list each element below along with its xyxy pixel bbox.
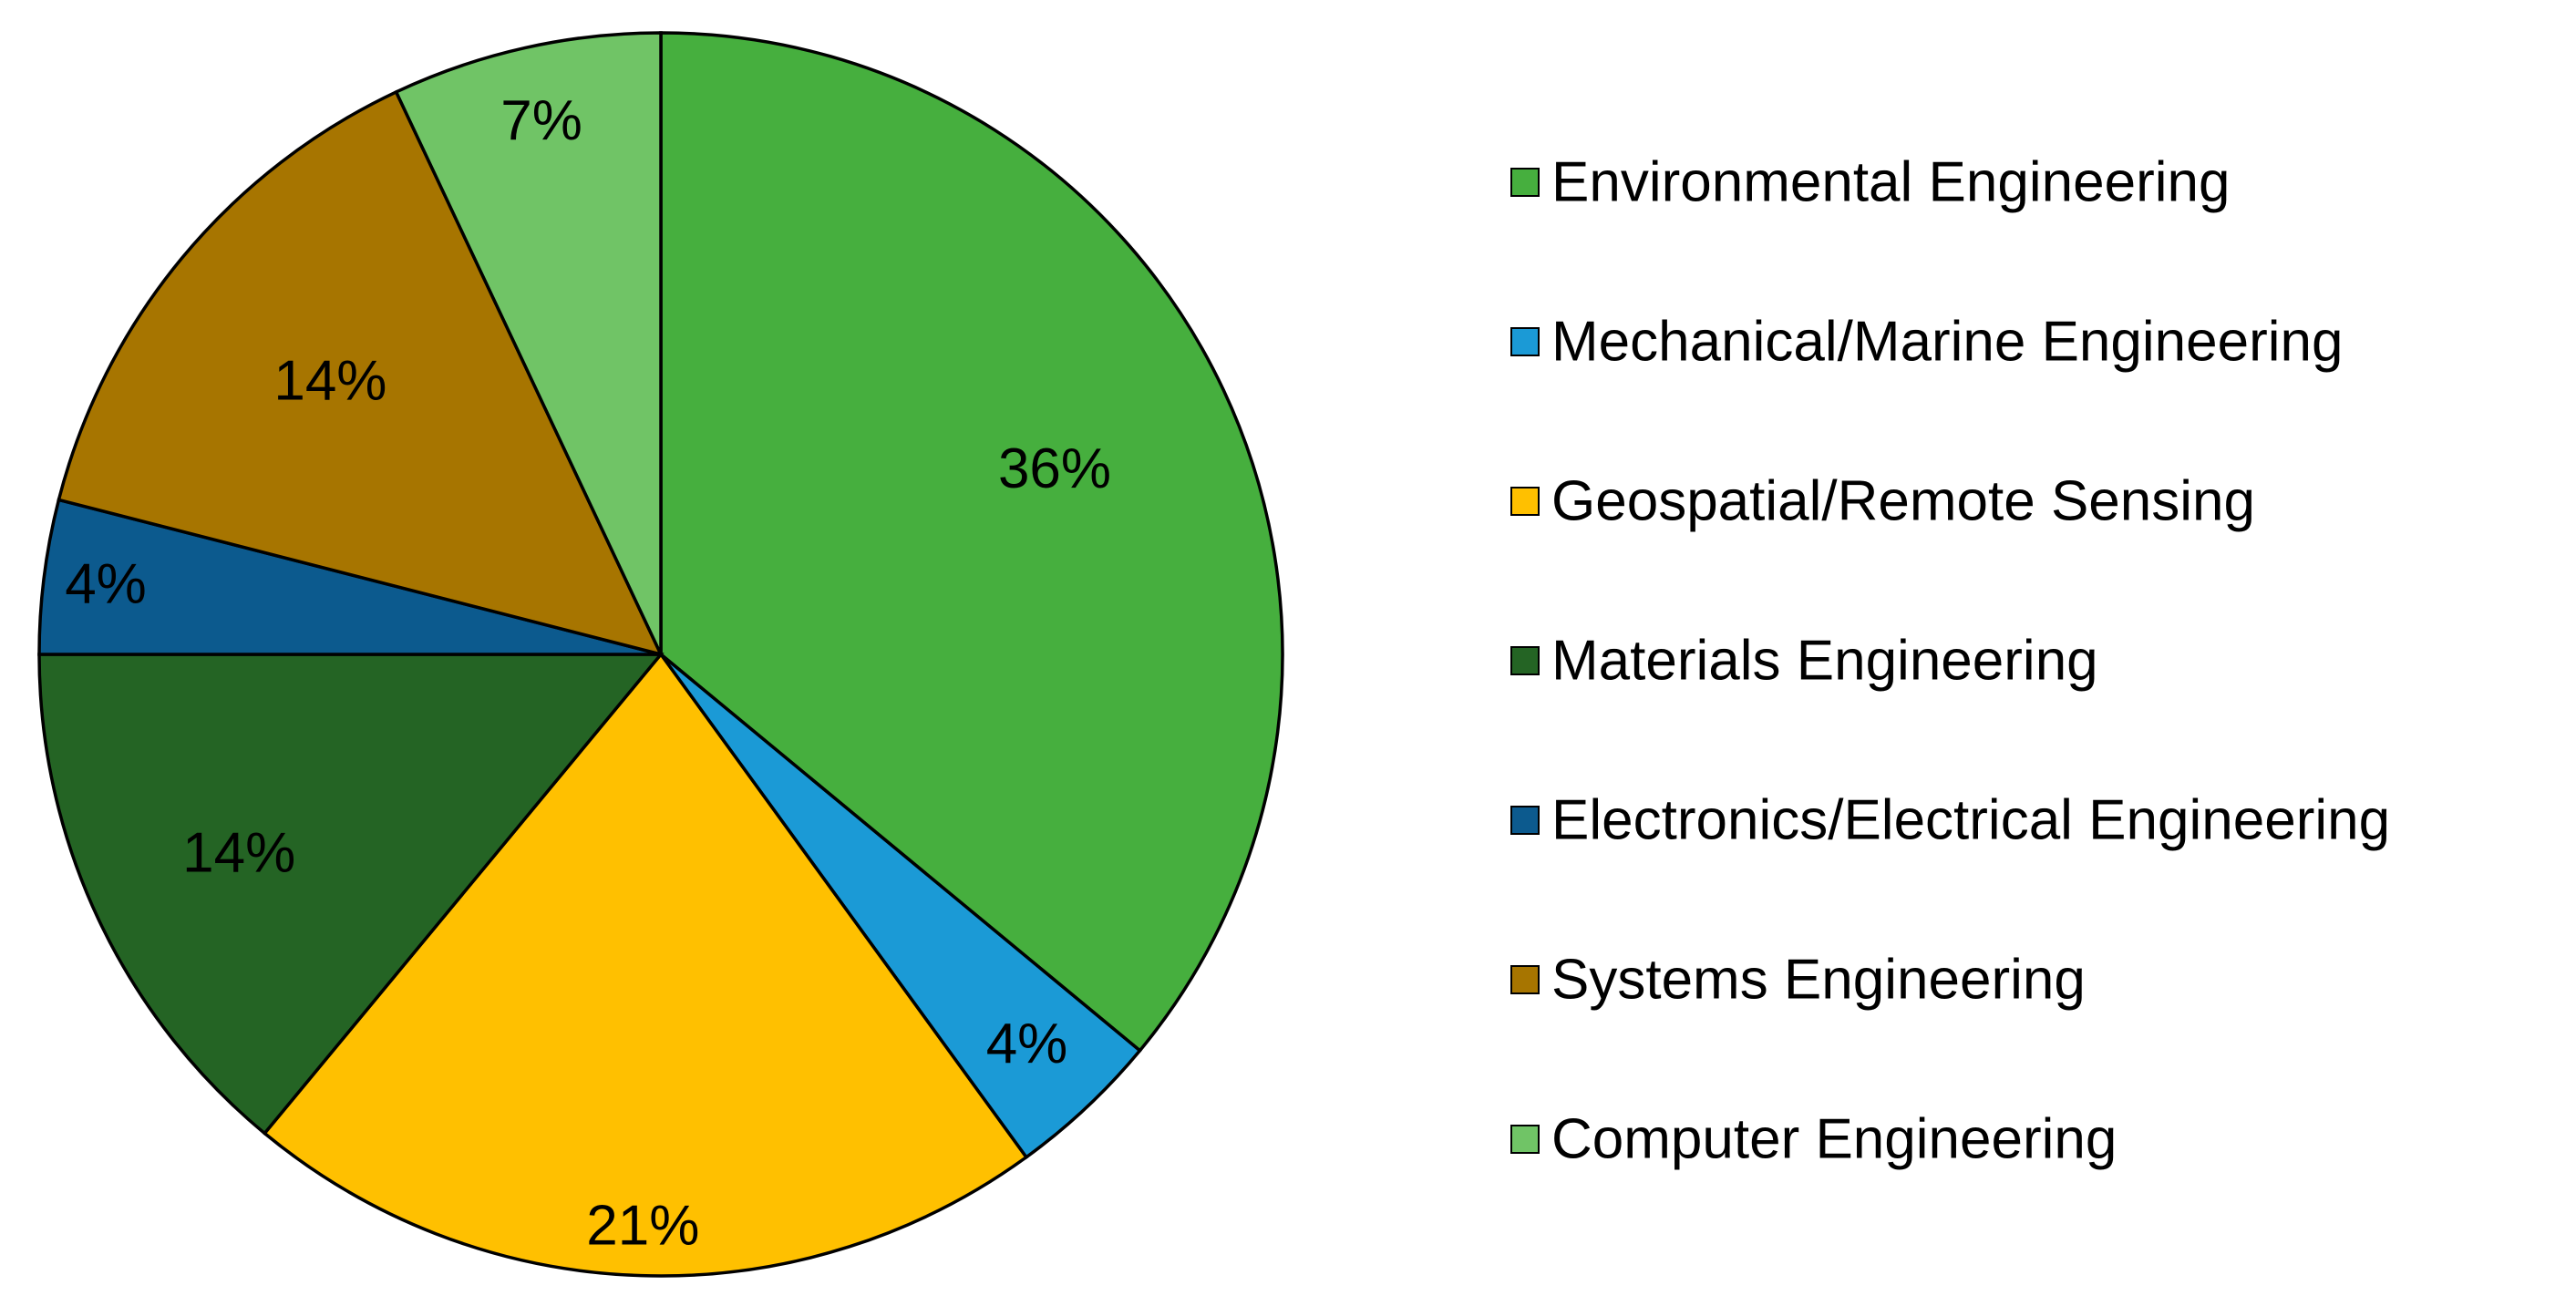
legend-swatch: [1510, 965, 1540, 994]
pie-value-label: 14%: [182, 821, 295, 884]
pie-value-labels: 36% 4% 21% 14% 4% 14% 7%: [65, 89, 1111, 1258]
pie-slice-3: [262, 652, 1029, 1278]
pie-value-label: 14%: [273, 350, 386, 413]
legend-swatch: [1510, 646, 1540, 675]
legend-swatch: [1510, 327, 1540, 356]
pie-value-label: 4%: [65, 553, 147, 616]
legend-swatch: [1510, 1125, 1540, 1154]
pie-value-label: 7%: [500, 89, 582, 152]
pie-slice-4: [37, 653, 665, 1136]
pie-slices: [37, 31, 1284, 1278]
pie-slice-7: [394, 31, 663, 655]
pie-slice-1: [659, 31, 1284, 1054]
legend-entry-label: Environmental Engineering: [1551, 151, 2230, 214]
pie-slice-6: [57, 89, 665, 657]
pie-value-label: 4%: [986, 1013, 1068, 1075]
legend: Environmental Engineering Mechanical/Mari…: [1510, 151, 2390, 1171]
legend-swatch: [1510, 168, 1540, 197]
legend-swatch: [1510, 806, 1540, 835]
legend-entry-label: Geospatial/Remote Sensing: [1551, 470, 2255, 533]
legend-entry-label: Electronics/Electrical Engineering: [1551, 789, 2390, 852]
legend-swatch: [1510, 487, 1540, 516]
pie-value-label: 21%: [586, 1195, 699, 1258]
legend-entry-label: Systems Engineering: [1551, 949, 2086, 1012]
legend-entry-label: Mechanical/Marine Engineering: [1551, 311, 2343, 374]
pie-value-label: 36%: [998, 437, 1111, 500]
legend-entry-label: Materials Engineering: [1551, 630, 2098, 693]
legend-entry-label: Computer Engineering: [1551, 1108, 2117, 1171]
